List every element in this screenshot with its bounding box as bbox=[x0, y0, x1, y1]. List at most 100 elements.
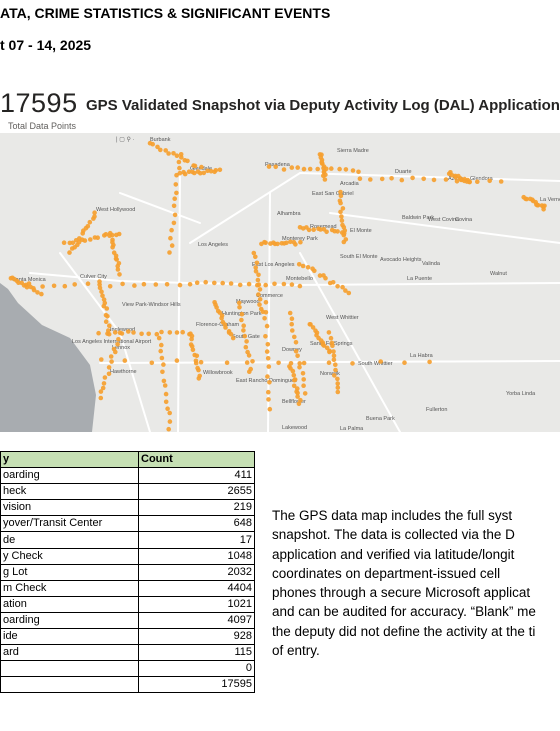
gps-point bbox=[159, 342, 164, 348]
count-cell: 2655 bbox=[138, 483, 255, 501]
place-label: West Covina bbox=[428, 217, 460, 223]
gps-point bbox=[166, 151, 171, 156]
category-cell bbox=[0, 676, 139, 694]
gps-point bbox=[160, 369, 165, 375]
gps-point bbox=[154, 331, 160, 337]
gps-point bbox=[276, 360, 281, 366]
gps-point bbox=[106, 331, 112, 337]
gps-point bbox=[541, 207, 546, 212]
gps-point bbox=[239, 317, 244, 323]
gps-point bbox=[389, 176, 394, 181]
place-label: La Palma bbox=[340, 426, 364, 432]
gps-point bbox=[182, 171, 188, 177]
gps-point bbox=[267, 406, 273, 412]
gps-point bbox=[350, 168, 356, 173]
gps-point bbox=[174, 153, 180, 158]
gps-point bbox=[266, 164, 272, 169]
count-cell: 2032 bbox=[138, 563, 255, 581]
gps-point bbox=[107, 284, 113, 289]
count-cell: 4097 bbox=[138, 611, 255, 630]
gps-point bbox=[254, 260, 260, 266]
map-toolbar[interactable]: | ▢ ⚲ · bbox=[116, 136, 135, 143]
gps-point bbox=[102, 375, 108, 380]
gps-point bbox=[80, 231, 85, 236]
gps-point bbox=[171, 203, 177, 209]
paragraph-line: snapshot. The data is collected via the … bbox=[272, 527, 515, 543]
gps-point bbox=[117, 330, 123, 335]
place-label: Inglewood bbox=[110, 327, 135, 333]
table-row: oarding 4097 bbox=[0, 611, 255, 630]
table-row: g Lot 2032 bbox=[0, 563, 255, 581]
gps-point bbox=[333, 362, 338, 367]
gps-point bbox=[73, 238, 79, 243]
gps-point bbox=[335, 376, 340, 382]
gps-point bbox=[26, 281, 32, 286]
table-row: heck 2655 bbox=[0, 483, 255, 501]
gps-point bbox=[257, 287, 263, 292]
gps-point bbox=[301, 166, 307, 172]
gps-point bbox=[180, 329, 185, 335]
place-label: Lakewood bbox=[282, 425, 307, 431]
place-label: Valinda bbox=[422, 261, 441, 267]
gps-point bbox=[357, 176, 363, 181]
gps-data-description: The GPS data map includes the full syst s… bbox=[272, 506, 560, 660]
category-cell: de bbox=[0, 531, 139, 549]
gps-point bbox=[330, 343, 335, 348]
gps-point bbox=[287, 310, 293, 316]
gps-point bbox=[97, 279, 102, 284]
gps-point bbox=[139, 331, 144, 337]
gps-point bbox=[281, 281, 287, 287]
gps-map[interactable]: BurbankGlendalePasadenaSierra MadreArcad… bbox=[0, 133, 560, 432]
table-row: oarding 411 bbox=[0, 467, 255, 485]
category-cell: yover/Transit Center bbox=[0, 515, 139, 533]
place-label: Santa Monica bbox=[12, 277, 47, 283]
category-cell: ard bbox=[0, 644, 139, 662]
gps-point bbox=[171, 220, 177, 226]
gps-point bbox=[35, 290, 40, 295]
gps-point bbox=[341, 239, 347, 245]
place-label: Bellflower bbox=[282, 399, 306, 405]
gps-point bbox=[176, 159, 182, 165]
gps-point bbox=[298, 397, 303, 403]
gps-point bbox=[161, 362, 166, 367]
place-label: El Monte bbox=[350, 228, 372, 234]
gps-point bbox=[217, 167, 223, 173]
gps-point bbox=[253, 254, 258, 260]
count-cell: 115 bbox=[138, 644, 255, 662]
gps-point bbox=[69, 246, 75, 251]
place-label: Alhambra bbox=[277, 211, 301, 217]
gps-point bbox=[331, 353, 337, 359]
gps-point bbox=[289, 316, 295, 321]
map-tool-icons[interactable]: | ▢ ⚲ · bbox=[116, 136, 135, 143]
category-cell: heck bbox=[0, 483, 139, 501]
place-label: Fullerton bbox=[426, 407, 447, 413]
activity-count-table: y Count oarding 411 heck 2655 vision 219 yover… bbox=[0, 450, 255, 694]
gps-point bbox=[284, 240, 289, 246]
gps-point bbox=[31, 287, 37, 293]
count-cell: 1048 bbox=[138, 547, 255, 565]
gps-point bbox=[335, 389, 341, 395]
gps-point bbox=[310, 325, 316, 330]
gps-point bbox=[263, 300, 269, 305]
gps-point bbox=[224, 360, 230, 365]
place-label: Los Angeles International Airport bbox=[72, 339, 152, 345]
gps-point bbox=[196, 376, 202, 381]
gps-point bbox=[321, 343, 327, 348]
table-row: ard 115 bbox=[0, 644, 255, 662]
category-cell: y Check bbox=[0, 547, 139, 565]
gps-point bbox=[339, 218, 345, 223]
paragraph-line: phones through a secure Microsoft applic… bbox=[272, 585, 531, 601]
gps-point bbox=[67, 250, 72, 255]
gps-point bbox=[162, 383, 168, 388]
gps-point bbox=[107, 233, 112, 238]
gps-point bbox=[308, 322, 313, 327]
gps-point bbox=[201, 170, 207, 176]
gps-point bbox=[237, 282, 243, 288]
place-label: Culver City bbox=[80, 274, 107, 280]
gps-point bbox=[266, 389, 271, 395]
gps-point bbox=[241, 328, 246, 333]
gps-point bbox=[178, 152, 184, 157]
gps-point bbox=[194, 353, 200, 359]
gps-point bbox=[331, 357, 337, 362]
gps-point bbox=[487, 178, 493, 184]
